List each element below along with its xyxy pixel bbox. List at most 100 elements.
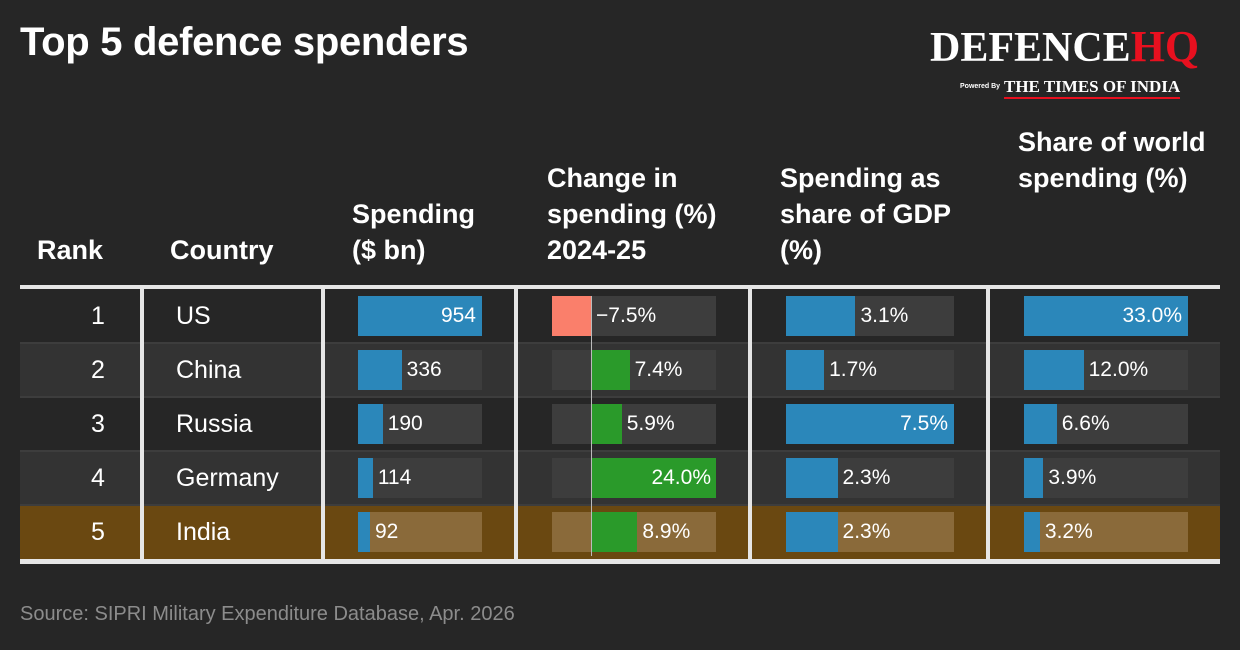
world-share-label: 33.0% bbox=[1122, 304, 1182, 327]
world-share-label: 6.6% bbox=[1061, 412, 1110, 435]
world-share-track: 33.0% bbox=[1024, 296, 1188, 336]
table-row: 2 China 336 1.7% 12.0% 7.4% bbox=[20, 343, 1220, 397]
spending-label: 336 bbox=[406, 358, 442, 381]
row-content: 3 Russia 190 7.5% 6.6% 5.9% bbox=[0, 397, 1240, 451]
row-separator bbox=[20, 504, 1220, 506]
rank-cell: 4 bbox=[91, 464, 105, 492]
logo-partner: THE TIMES OF INDIA bbox=[1004, 77, 1181, 99]
header-gdp-share: Spending as share of GDP (%) bbox=[780, 163, 951, 265]
world-share-label: 3.9% bbox=[1048, 466, 1097, 489]
table-row: 4 Germany 114 2.3% 3.9% 24.0% bbox=[20, 451, 1220, 505]
rank-cell: 5 bbox=[91, 518, 105, 546]
change-label: 24.0% bbox=[651, 466, 711, 489]
change-track: 5.9% bbox=[552, 404, 716, 444]
column-separator bbox=[986, 289, 990, 559]
column-separator bbox=[514, 289, 518, 559]
logo-brand: DEFENCEHQ bbox=[930, 22, 1200, 72]
world-share-bar bbox=[1024, 458, 1044, 498]
gdp-share-bar bbox=[786, 404, 954, 444]
country-cell: Germany bbox=[176, 464, 279, 492]
table-row: 1 US 954 3.1% 33.0% −7.5% bbox=[20, 289, 1220, 343]
country-cell: China bbox=[176, 356, 242, 384]
spending-track: 954 bbox=[358, 296, 482, 336]
logo-brand-part2: HQ bbox=[1130, 22, 1200, 71]
header-spending: Spending ($ bn) bbox=[352, 199, 475, 265]
change-bar bbox=[591, 512, 638, 552]
change-label: 7.4% bbox=[634, 358, 683, 381]
rank-cell: 2 bbox=[91, 356, 105, 384]
change-bar bbox=[591, 404, 622, 444]
change-bar bbox=[591, 458, 716, 498]
change-bar bbox=[591, 350, 630, 390]
spending-bar bbox=[358, 296, 482, 336]
change-track: 7.4% bbox=[552, 350, 716, 390]
row-separator bbox=[20, 450, 1220, 452]
change-track: 24.0% bbox=[552, 458, 716, 498]
column-separator bbox=[140, 289, 144, 559]
rank-cell: 1 bbox=[91, 302, 105, 330]
spending-track: 190 bbox=[358, 404, 482, 444]
row-content: 4 Germany 114 2.3% 3.9% 24.0% bbox=[0, 451, 1240, 505]
spending-bar bbox=[358, 512, 370, 552]
spending-track: 114 bbox=[358, 458, 482, 498]
gdp-share-bar bbox=[786, 512, 838, 552]
change-label: 8.9% bbox=[642, 520, 691, 543]
gdp-share-label: 1.7% bbox=[829, 358, 877, 381]
world-share-bar bbox=[1024, 296, 1188, 336]
change-zero-line bbox=[591, 296, 593, 556]
world-share-track: 3.2% bbox=[1024, 512, 1188, 552]
world-share-label: 3.2% bbox=[1044, 520, 1093, 543]
change-bar bbox=[552, 296, 592, 336]
world-share-label: 12.0% bbox=[1088, 358, 1149, 381]
gdp-share-bar bbox=[786, 350, 825, 390]
change-label: −7.5% bbox=[596, 304, 657, 327]
gdp-share-label: 7.5% bbox=[900, 412, 948, 435]
table-row: 5 India 92 2.3% 3.2% 8.9% bbox=[20, 505, 1220, 559]
world-share-track: 12.0% bbox=[1024, 350, 1188, 390]
world-share-bar bbox=[1024, 512, 1040, 552]
defencehq-logo: DEFENCEHQ Powered By THE TIMES OF INDIA bbox=[930, 24, 1230, 104]
country-cell: Russia bbox=[176, 410, 253, 438]
country-cell: India bbox=[176, 518, 231, 546]
change-track: 8.9% bbox=[552, 512, 716, 552]
gdp-share-track: 1.7% bbox=[786, 350, 954, 390]
spending-label: 190 bbox=[387, 412, 423, 435]
row-content: 2 China 336 1.7% 12.0% 7.4% bbox=[0, 343, 1240, 397]
change-label: 5.9% bbox=[626, 412, 675, 435]
gdp-share-label: 2.3% bbox=[842, 466, 891, 489]
gdp-share-track: 3.1% bbox=[786, 296, 954, 336]
header-change: Change in spending (%) 2024-25 bbox=[547, 163, 717, 265]
rank-cell: 3 bbox=[91, 410, 105, 438]
spending-bar bbox=[358, 404, 383, 444]
gdp-share-track: 7.5% bbox=[786, 404, 954, 444]
spending-label: 114 bbox=[377, 466, 412, 489]
source-note: Source: SIPRI Military Expenditure Datab… bbox=[20, 603, 515, 625]
world-share-track: 6.6% bbox=[1024, 404, 1188, 444]
spending-bar bbox=[358, 458, 373, 498]
table-top-rule bbox=[20, 285, 1220, 289]
logo-powered-by: Powered By bbox=[960, 83, 1001, 90]
table-row: 3 Russia 190 7.5% 6.6% 5.9% bbox=[20, 397, 1220, 451]
gdp-share-track: 2.3% bbox=[786, 458, 954, 498]
spending-bar bbox=[358, 350, 402, 390]
logo-brand-part1: DEFENCE bbox=[930, 25, 1131, 71]
header-country: Country bbox=[170, 235, 274, 265]
spending-label: 92 bbox=[374, 520, 399, 543]
spending-label: 954 bbox=[440, 304, 476, 327]
change-track: −7.5% bbox=[552, 296, 716, 336]
world-share-bar bbox=[1024, 404, 1057, 444]
gdp-share-bar bbox=[786, 296, 856, 336]
row-content: 1 US 954 3.1% 33.0% −7.5% bbox=[0, 289, 1240, 343]
table-bottom-rule bbox=[20, 559, 1220, 564]
spending-track: 92 bbox=[358, 512, 482, 552]
gdp-share-label: 3.1% bbox=[860, 304, 909, 327]
gdp-share-bar bbox=[786, 458, 838, 498]
country-cell: US bbox=[176, 302, 211, 330]
header-world-share: Share of world spending (%) bbox=[1018, 127, 1206, 193]
header-rank: Rank bbox=[37, 235, 104, 265]
column-separator bbox=[748, 289, 752, 559]
spending-track: 336 bbox=[358, 350, 482, 390]
gdp-share-track: 2.3% bbox=[786, 512, 954, 552]
world-share-bar bbox=[1024, 350, 1084, 390]
row-content: 5 India 92 2.3% 3.2% 8.9% bbox=[0, 505, 1240, 559]
